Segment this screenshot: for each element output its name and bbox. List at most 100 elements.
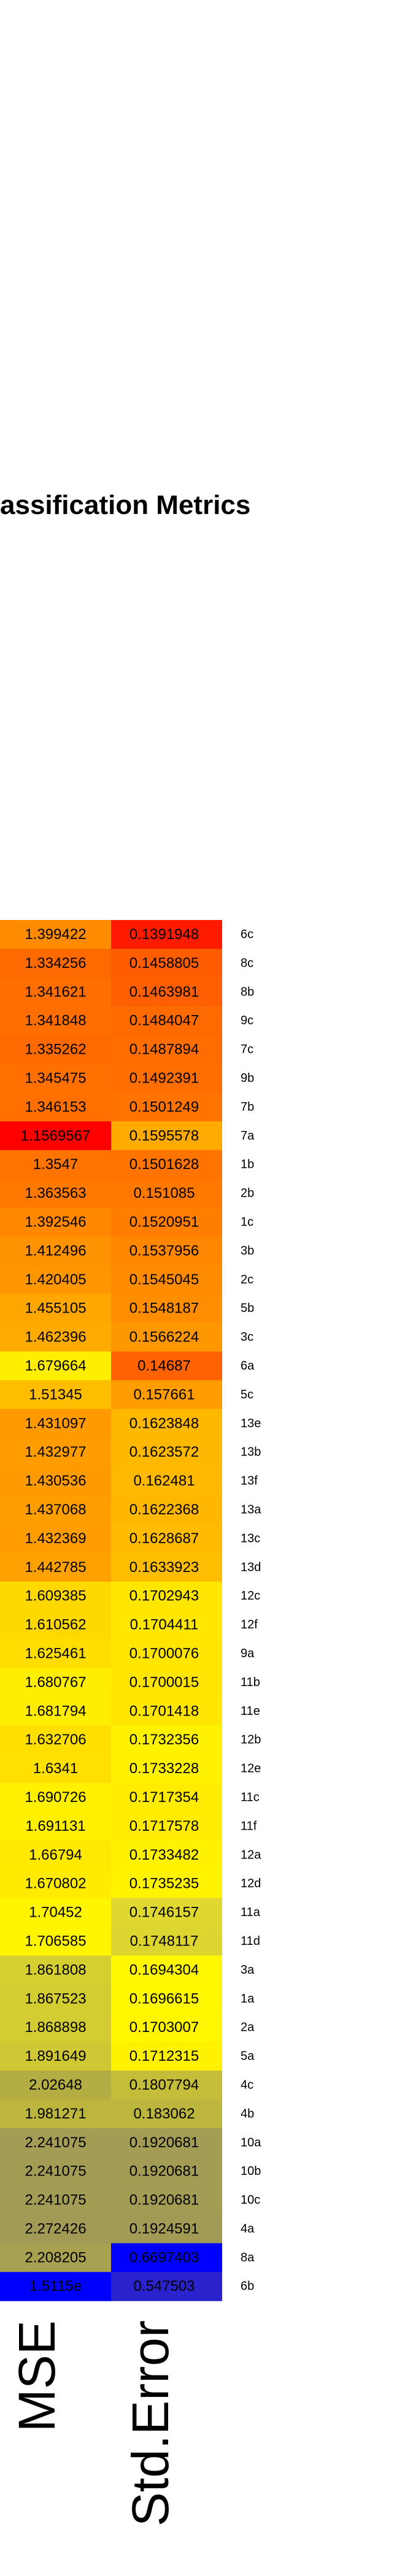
heatmap-cell (0, 2272, 111, 2301)
heatmap-cell (111, 2272, 222, 2301)
heatmap-cell (0, 1035, 111, 1065)
cell-value-label: 1.345475 (25, 1070, 86, 1087)
cell-value-label: 0.151085 (133, 1185, 195, 1202)
heatmap-cell (0, 920, 111, 949)
cell-value-label: 0.1595578 (129, 1127, 199, 1144)
cell-value-label: 1.346153 (25, 1098, 86, 1115)
row-label: 6a (241, 1359, 255, 1373)
heatmap-cell (111, 1208, 222, 1237)
row-label: 8b (241, 985, 254, 999)
row-label: 10c (241, 2193, 260, 2207)
heatmap-cell (111, 1322, 222, 1352)
heatmap-cell (0, 1725, 111, 1755)
cell-value-label: 0.1694304 (129, 1961, 199, 1978)
row-label: 4c (241, 2078, 253, 2091)
row-label: 4b (241, 2107, 254, 2120)
heatmap-cell (111, 948, 222, 978)
row-label: 11d (241, 1934, 260, 1948)
heatmap-cell (111, 1840, 222, 1870)
cell-value-label: 0.1458805 (129, 955, 199, 972)
cell-value-label: 1.341621 (25, 984, 86, 1000)
cell-value-label: 1.679664 (25, 1357, 86, 1374)
cell-value-label: 1.437068 (25, 1501, 86, 1518)
heatmap-cell (0, 1926, 111, 1956)
cell-value-label: 0.1717578 (129, 1818, 199, 1834)
heatmap-cell (111, 1092, 222, 1122)
heatmap-cell (0, 1064, 111, 1093)
cell-value-label: 0.1735235 (129, 1876, 199, 1892)
cell-value-label: 1.442785 (25, 1559, 86, 1576)
heatmap-cell (111, 1150, 222, 1179)
heatmap-cell (0, 1236, 111, 1266)
heatmap-cell (0, 1380, 111, 1409)
heatmap-cell (0, 1811, 111, 1841)
cell-value-label: 0.1463981 (129, 984, 199, 1000)
heatmap-cell (111, 920, 222, 949)
cell-value-label: 0.1701418 (129, 1703, 199, 1719)
cell-value-label: 1.334256 (25, 955, 86, 972)
heatmap-cell (0, 977, 111, 1007)
heatmap-cell (0, 1409, 111, 1438)
heatmap-cell (0, 2013, 111, 2042)
cell-value-label: 1.431097 (25, 1415, 86, 1432)
heatmap-cell (0, 2042, 111, 2071)
cell-value-label: 0.14687 (137, 1357, 191, 1374)
row-label: 9a (241, 1647, 255, 1660)
heatmap-cell (111, 2156, 222, 2187)
row-label: 12f (241, 1618, 258, 1631)
row-label: 13b (241, 1446, 261, 1459)
heatmap-cell (111, 1984, 222, 2014)
heatmap-cell (111, 1869, 222, 1899)
heatmap-cell (111, 2099, 222, 2129)
heatmap-cell (111, 1552, 222, 1582)
heatmap-cell (111, 1179, 222, 1208)
row-label: 12e (241, 1762, 261, 1776)
heatmap-cell (0, 2243, 111, 2272)
heatmap-cell (0, 1294, 111, 1324)
heatmap-cell (0, 1984, 111, 2014)
cell-value-label: 0.1501628 (129, 1156, 199, 1173)
heatmap-cell (111, 1294, 222, 1324)
row-label: 5c (241, 1388, 253, 1401)
cell-value-label: 1.432369 (25, 1530, 86, 1547)
row-label: 11c (241, 1790, 260, 1804)
cell-value-label: 1.690726 (25, 1789, 86, 1806)
cell-value-label: 1.420405 (25, 1271, 86, 1288)
heatmap-cell (0, 1898, 111, 1928)
heatmap-cell (0, 2128, 111, 2158)
heatmap-cell (111, 2071, 222, 2100)
heatmap-cell (0, 1581, 111, 1611)
heatmap-cell (0, 1840, 111, 1870)
cell-value-label: 1.891649 (25, 2048, 86, 2064)
cell-value-label: 0.1628687 (129, 1530, 199, 1547)
cell-value-label: 0.1733482 (129, 1847, 199, 1863)
heatmap-cell (111, 1121, 222, 1151)
cell-value-label: 0.1520951 (129, 1214, 199, 1230)
cell-value-label: 1.625461 (25, 1645, 86, 1662)
heatmap-cell (111, 1610, 222, 1640)
cell-value-label: 1.462396 (25, 1329, 86, 1346)
cell-value-label: 0.1748117 (130, 1933, 199, 1949)
row-label: 11a (241, 1906, 261, 1919)
heatmap-cell (0, 1610, 111, 1640)
cell-value-label: 1.70452 (29, 1904, 82, 1921)
heatmap-cell (111, 1668, 222, 1697)
heatmap-cell (0, 1121, 111, 1151)
heatmap-cell (111, 2185, 222, 2215)
heatmap-cell (111, 1581, 222, 1611)
cell-value-label: 0.1484047 (129, 1013, 199, 1029)
heatmap-cell (0, 1265, 111, 1295)
cell-value-label: 0.162481 (133, 1473, 195, 1489)
row-label: 7b (241, 1100, 254, 1114)
cell-value-label: 0.1501249 (129, 1098, 199, 1115)
row-label: 11b (241, 1676, 260, 1689)
heatmap-cell (111, 2013, 222, 2042)
heatmap-cell (111, 2243, 222, 2272)
cell-value-label: 0.547503 (133, 2278, 195, 2294)
row-label: 2a (241, 2021, 255, 2034)
cell-value-label: 1.868898 (25, 2019, 86, 2036)
row-label: 3b (241, 1244, 254, 1257)
row-label: 11f (241, 1819, 257, 1833)
cell-value-label: 1.51345 (29, 1386, 82, 1403)
